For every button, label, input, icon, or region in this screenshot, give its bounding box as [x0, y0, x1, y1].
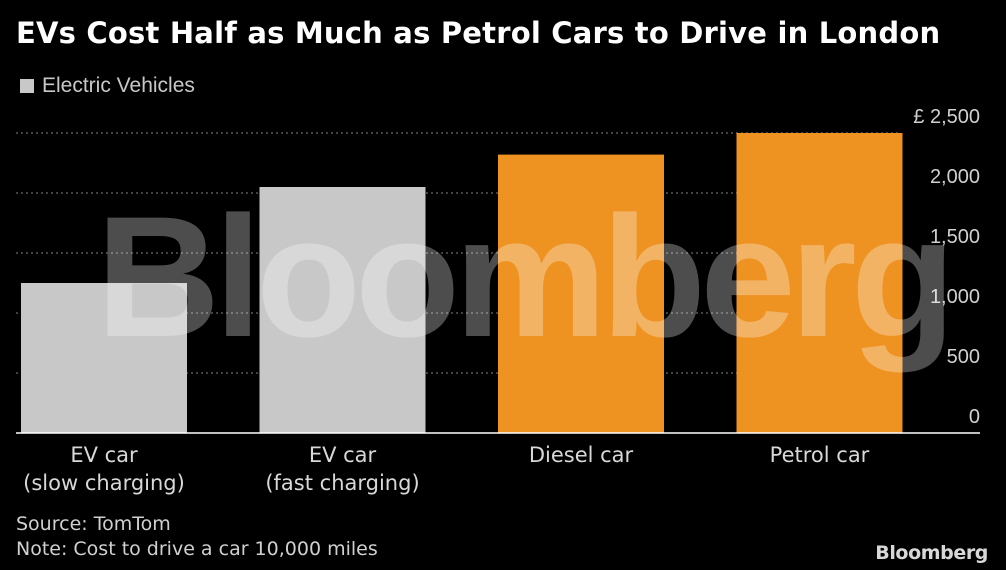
y-tick-label: 0: [969, 406, 980, 428]
y-tick-label: 500: [947, 346, 980, 368]
source-text: Source: TomTom: [16, 513, 171, 535]
legend-swatch-ev: [20, 79, 34, 93]
bar: [259, 187, 426, 433]
y-tick-label: £ 2,500: [913, 106, 980, 128]
x-tick-label: EV car: [70, 443, 138, 467]
bar: [736, 133, 903, 433]
bar: [498, 154, 664, 433]
bar: [21, 283, 187, 433]
brand-logo: Bloomberg: [875, 542, 988, 564]
legend: Electric Vehicles: [20, 74, 195, 98]
x-tick-label: EV car: [309, 443, 377, 467]
chart-notes: Source: TomTom Note: Cost to drive a car…: [16, 512, 378, 562]
y-tick-label: 2,000: [930, 166, 980, 188]
note-text: Note: Cost to drive a car 10,000 miles: [16, 538, 378, 560]
x-tick-label: (fast charging): [265, 471, 419, 495]
chart-title: EVs Cost Half as Much as Petrol Cars to …: [16, 16, 941, 50]
x-tick-label: (slow charging): [23, 471, 185, 495]
x-tick-label: Petrol car: [770, 443, 870, 467]
x-tick-label: Diesel car: [529, 443, 634, 467]
y-tick-label: 1,000: [930, 286, 980, 308]
legend-label-ev: Electric Vehicles: [42, 74, 195, 97]
y-tick-label: 1,500: [930, 226, 980, 248]
